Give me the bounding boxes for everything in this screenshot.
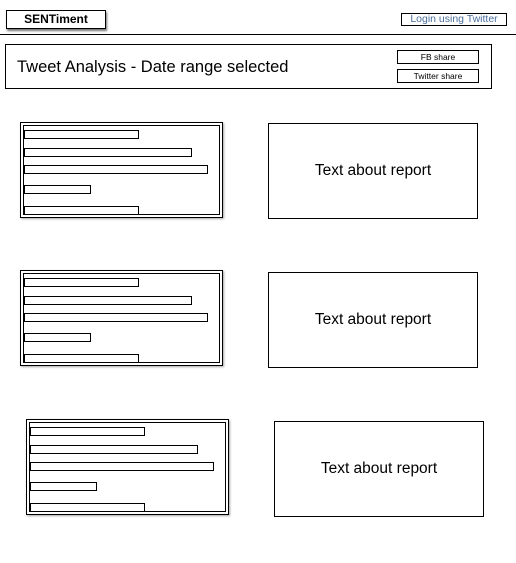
chart-panel[interactable] [20,122,223,218]
fb-share-button[interactable]: FB share [397,50,479,64]
chart-bar [24,165,208,174]
chart-bar [24,185,91,194]
chart-bar [30,482,97,491]
chart-bar [24,296,192,305]
bar-chart [23,125,220,215]
chart-bar [24,313,208,322]
bar-chart [29,422,226,512]
login-twitter-button[interactable]: Login using Twitter [401,13,507,26]
chart-bar [30,462,214,471]
report-text-box: Text about report [274,421,484,517]
report-text-box: Text about report [268,272,478,368]
chart-bar [24,130,139,139]
chart-bar [24,354,139,363]
chart-bar [30,503,145,512]
chart-bar [24,278,139,287]
chart-bar [30,427,145,436]
bar-chart [23,273,220,363]
chart-bar [24,333,91,342]
twitter-share-button[interactable]: Twitter share [397,69,479,83]
chart-bar [24,148,192,157]
report-text: Text about report [320,460,438,477]
report-text: Text about report [314,311,432,328]
chart-bar [24,206,139,215]
top-bar: SENTiment Login using Twitter [0,0,516,35]
chart-bar [30,445,198,454]
app-logo[interactable]: SENTiment [6,10,106,29]
chart-panel[interactable] [20,270,223,366]
chart-panel[interactable] [26,419,229,515]
report-text-box: Text about report [268,123,478,219]
report-text: Text about report [314,162,432,179]
page-title: Tweet Analysis - Date range selected [17,58,289,76]
title-panel: Tweet Analysis - Date range selected FB … [5,44,492,89]
